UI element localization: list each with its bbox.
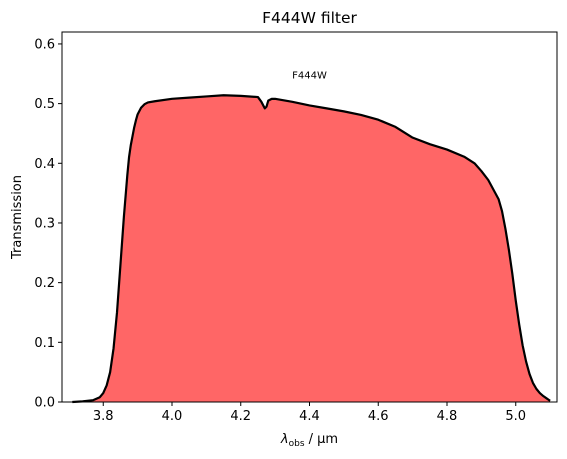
y-tick-label: 0.0	[34, 396, 55, 411]
transmission-area-0	[72, 95, 551, 402]
x-tick-label: 4.6	[368, 409, 389, 424]
x-tick-label: 4.8	[437, 409, 458, 424]
x-tick-label: 3.8	[93, 409, 114, 424]
x-tick-label: 4.4	[299, 409, 320, 424]
y-axis-label: Transmission	[10, 175, 25, 260]
transmission-fill-layer	[72, 95, 551, 402]
y-tick-label: 0.5	[34, 97, 55, 112]
x-axis-label: λobs / μm	[280, 432, 338, 449]
y-tick-label: 0.4	[34, 157, 55, 172]
x-tick-label: 4.0	[162, 409, 183, 424]
transmission-line-layer	[72, 94, 551, 404]
x-axis-ticks: 3.8 4.0 4.2 4.4 4.6 4.8 5.0	[93, 402, 526, 424]
chart-title: F444W filter	[262, 9, 357, 27]
filter-annotation: F444W	[292, 71, 327, 82]
y-tick-label: 0.3	[34, 216, 55, 231]
y-axis-ticks: 0.0 0.1 0.2 0.3 0.4 0.5 0.6	[34, 37, 62, 411]
x-axis-label-symbol: λ	[280, 432, 289, 447]
y-tick-label: 0.1	[34, 336, 55, 351]
y-tick-label: 0.6	[34, 37, 55, 52]
transmission-curve-0	[72, 94, 551, 404]
x-tick-label: 4.2	[230, 409, 251, 424]
y-tick-label: 0.2	[34, 276, 55, 291]
x-axis-label-subscript: obs	[289, 439, 305, 449]
x-tick-label: 5.0	[505, 409, 526, 424]
x-axis-label-unit: / μm	[305, 432, 339, 447]
